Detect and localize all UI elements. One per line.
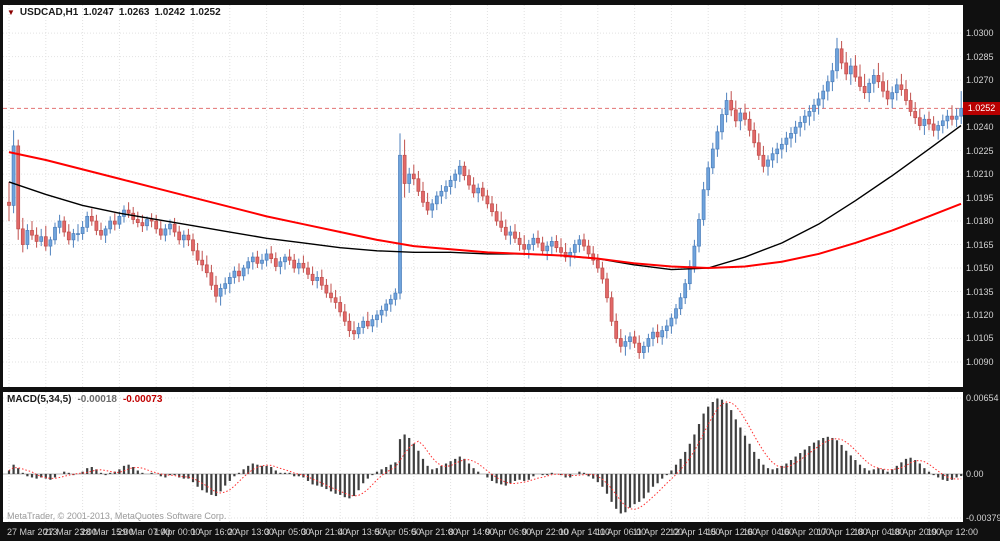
macd-histogram bbox=[7, 398, 963, 514]
indicator-value-signal: -0.00073 bbox=[122, 394, 163, 405]
symbol-marker-icon: ▼ bbox=[7, 8, 15, 17]
price-chart-panel[interactable]: ▼ USDCAD,H1 1.0247 1.0263 1.0242 1.0252 bbox=[3, 5, 963, 387]
time-axis-label: 17 Apr 12:00 bbox=[816, 527, 868, 537]
ohlc-low: 1.0242 bbox=[154, 7, 186, 18]
ma-red-line bbox=[8, 151, 962, 270]
time-axis-label: 12 Apr 14:00 bbox=[669, 527, 721, 537]
time-axis-label: 11 Apr 06:00 bbox=[595, 527, 647, 537]
time-axis-label: 27 Mar 2013 bbox=[7, 527, 58, 537]
macd-axis-label: 0.00654 bbox=[966, 393, 999, 403]
time-axis-label: 5 Apr 05:00 bbox=[375, 527, 422, 537]
price-axis-label: 1.0225 bbox=[966, 145, 994, 156]
price-axis-label: 1.0105 bbox=[966, 333, 994, 344]
time-axis-label: 11 Apr 22:00 bbox=[632, 527, 683, 537]
macd-axis-label: -0.00379 bbox=[966, 513, 1000, 523]
ohlc-open: 1.0247 bbox=[83, 7, 114, 18]
price-axis-label: 1.0210 bbox=[966, 169, 994, 180]
time-axis-label: 15 Apr 12:00 bbox=[706, 527, 758, 537]
time-axis-label: 5 Apr 21:00 bbox=[411, 527, 458, 537]
time-axis-label: 28 Mar 15:00 bbox=[80, 527, 134, 537]
time-axis-label: 16 Apr 20:00 bbox=[779, 527, 831, 537]
time-axis-label: 3 Apr 05:00 bbox=[264, 527, 311, 537]
candlesticks bbox=[7, 37, 963, 359]
price-axis-label: 1.0180 bbox=[966, 216, 994, 227]
ohlc-high: 1.0263 bbox=[118, 7, 150, 18]
time-axis-label: 10 Apr 14:00 bbox=[559, 527, 611, 537]
time-axis[interactable]: 27 Mar 2013 27 Mar 23:00 28 Mar 15:00 29 Ma… bbox=[0, 524, 1000, 541]
watermark: MetaTrader, © 2001-2013, MetaQuotes Soft… bbox=[7, 511, 227, 521]
time-axis-label: 18 Apr 20:00 bbox=[890, 527, 942, 537]
time-axis-label: 9 Apr 06:00 bbox=[485, 527, 532, 537]
price-axis[interactable]: 1.0300 1.0285 1.0270 1.0240 1.0225 1.0210 1.01… bbox=[963, 0, 1000, 541]
macd-axis-label: 0.00 bbox=[966, 468, 984, 479]
macd-panel[interactable]: MACD(5,34,5) -0.00018 -0.00073 MetaTrader,… bbox=[3, 392, 963, 522]
price-axis-label: 1.0150 bbox=[966, 263, 994, 274]
indicator-label: MACD(5,34,5) -0.00018 -0.00073 bbox=[7, 394, 162, 405]
price-axis-label: 1.0195 bbox=[966, 192, 994, 203]
indicator-name: MACD(5,34,5) bbox=[7, 394, 72, 405]
time-axis-label: 16 Apr 04:00 bbox=[743, 527, 795, 537]
time-axis-label: 8 Apr 14:00 bbox=[448, 527, 495, 537]
price-grid bbox=[3, 5, 963, 387]
price-axis-label: 1.0240 bbox=[966, 122, 994, 133]
price-axis-label: 1.0300 bbox=[966, 28, 994, 39]
time-axis-label: 1 Apr 00:00 bbox=[154, 527, 201, 537]
current-price-tag: 1.0252 bbox=[963, 101, 1000, 115]
macd-canvas[interactable] bbox=[3, 392, 963, 522]
time-axis-label: 29 Mar 07:00 bbox=[117, 527, 171, 537]
symbol-timeframe: USDCAD,H1 bbox=[19, 7, 79, 18]
price-axis-label: 1.0135 bbox=[966, 286, 994, 297]
time-axis-label: 2 Apr 13:00 bbox=[227, 527, 274, 537]
time-axis-label: 4 Apr 13:00 bbox=[338, 527, 385, 537]
indicator-value-main: -0.00018 bbox=[77, 394, 117, 405]
ohlc-close: 1.0252 bbox=[190, 7, 221, 18]
time-axis-label: 18 Apr 04:00 bbox=[853, 527, 905, 537]
price-axis-label: 1.0165 bbox=[966, 239, 994, 250]
ma-black-line bbox=[8, 124, 962, 271]
macd-signal-line bbox=[8, 401, 962, 510]
price-chart-canvas[interactable] bbox=[3, 5, 963, 387]
time-axis-label: 1 Apr 16:00 bbox=[191, 527, 238, 537]
time-axis-label: 9 Apr 22:00 bbox=[522, 527, 569, 537]
price-axis-label: 1.0090 bbox=[966, 356, 994, 367]
chart-ohlc-label: ▼ USDCAD,H1 1.0247 1.0263 1.0242 1.0252 bbox=[7, 7, 226, 18]
time-axis-label: 3 Apr 21:00 bbox=[301, 527, 348, 537]
time-axis-label: 19 Apr 12:00 bbox=[927, 527, 979, 537]
price-axis-label: 1.0285 bbox=[966, 51, 994, 62]
time-axis-label: 27 Mar 23:00 bbox=[43, 527, 97, 537]
price-axis-label: 1.0120 bbox=[966, 309, 994, 320]
price-axis-label: 1.0270 bbox=[966, 75, 994, 86]
